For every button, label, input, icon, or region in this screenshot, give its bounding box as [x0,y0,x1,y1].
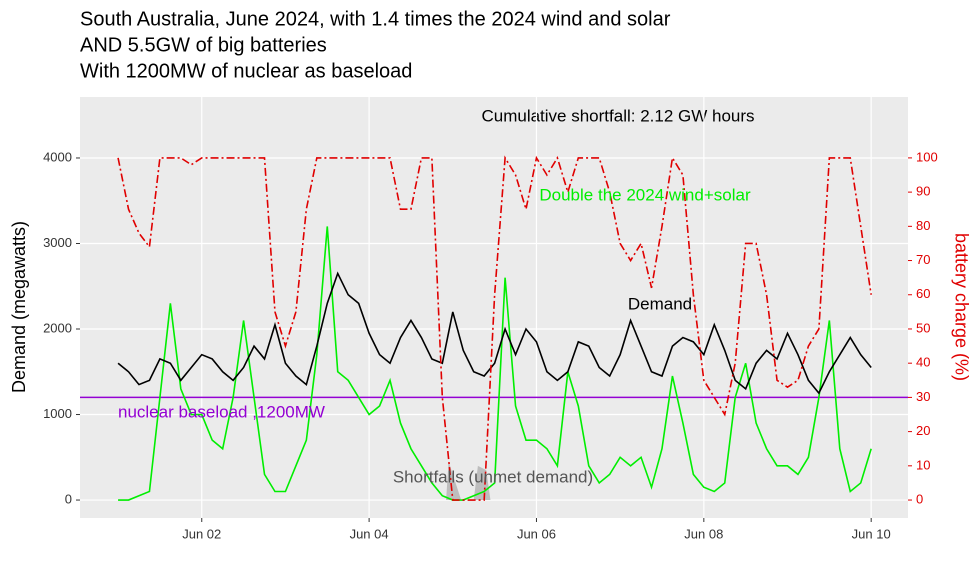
y2-tick-label: 0 [916,491,923,506]
y2-tick-label: 10 [916,457,930,472]
series-line [117,271,872,395]
series-label: Double the 2024 wind+solar [539,185,751,204]
series-line [118,226,872,501]
y2-tick-label: 20 [916,423,930,438]
y2-tick-label: 50 [916,320,930,335]
annotation: Cumulative shortfall: 2.12 GW hours [481,106,754,125]
y-tick-label: 1000 [43,406,72,421]
chart-title: South Australia, June 2024, with 1.4 tim… [80,8,671,30]
y2-tick-label: 100 [916,149,938,164]
y2-tick-label: 30 [916,389,930,404]
baseload-label: nuclear baseload ,1200MW [118,402,325,421]
chart-title: AND 5.5GW of big batteries [80,34,327,56]
x-tick-label: Jun 04 [350,526,389,541]
y2-tick-label: 60 [916,286,930,301]
y-tick-label: 3000 [43,235,72,250]
x-tick-label: Jun 08 [684,526,723,541]
y-axis-label: Demand (megawatts) [9,221,29,393]
shortfall-area [446,461,491,501]
series-line [117,155,872,501]
y-tick-label: 2000 [43,320,72,335]
y-tick-label: 4000 [43,149,72,164]
y2-tick-label: 40 [916,355,930,370]
y2-axis-label: battery charge (%) [951,233,971,381]
x-tick-label: Jun 02 [182,526,221,541]
x-tick-label: Jun 10 [852,526,891,541]
y-tick-label: 0 [65,491,72,506]
y2-tick-label: 70 [916,252,930,267]
x-tick-label: Jun 06 [517,526,556,541]
y2-tick-label: 90 [916,184,930,199]
chart-title: With 1200MW of nuclear as baseload [80,60,412,82]
series-label: Demand [628,294,692,313]
shortfall-label: Shortfalls (unmet demand) [393,467,593,486]
y2-tick-label: 80 [916,218,930,233]
